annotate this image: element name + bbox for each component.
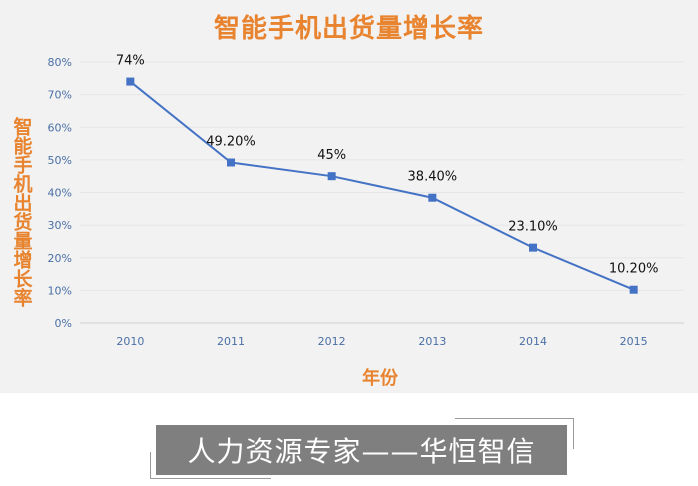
- y-tick-label: 30%: [48, 219, 72, 232]
- data-label: 38.40%: [408, 170, 458, 185]
- y-tick-label: 70%: [48, 89, 72, 102]
- y-tick-label: 60%: [48, 121, 72, 134]
- chart-title: 智能手机出货量增长率: [213, 14, 484, 44]
- banner: 人力资源专家——华恒智信: [156, 425, 567, 475]
- y-tick-label: 80%: [48, 56, 72, 69]
- data-label: 23.10%: [508, 220, 558, 235]
- y-tick-labels: 0% 10% 20% 30% 40% 50% 60% 70% 80%: [48, 56, 72, 330]
- data-point: [227, 158, 235, 167]
- data-label: 49.20%: [206, 134, 256, 149]
- y-tick-label: 0%: [55, 317, 72, 330]
- data-point: [529, 243, 537, 252]
- data-labels: 74% 49.20% 45% 38.40% 23.10% 10.20%: [116, 54, 659, 277]
- y-axis-title-wrap: 智能手机出货量增长率: [0, 112, 44, 312]
- data-label: 74%: [116, 54, 145, 69]
- x-axis-title: 年份: [362, 368, 398, 389]
- y-tick-label: 40%: [48, 187, 72, 200]
- series: [126, 77, 638, 294]
- gridlines: [80, 61, 684, 324]
- x-tick-label: 2015: [620, 335, 648, 348]
- y-tick-label: 20%: [48, 252, 72, 265]
- x-tick-label: 2014: [519, 335, 547, 348]
- x-tick-label: 2013: [418, 335, 446, 348]
- y-axis-title: 智能手机出货量增长率: [10, 117, 33, 307]
- series-line: [129, 80, 635, 291]
- x-tick-label: 2010: [116, 335, 144, 348]
- data-label: 45%: [317, 148, 346, 163]
- y-tick-label: 50%: [48, 154, 72, 167]
- data-point: [327, 172, 336, 181]
- data-point: [126, 77, 135, 86]
- x-tick-labels: 2010 2011 2012 2013 2014 2015: [116, 335, 647, 348]
- data-point: [629, 285, 638, 294]
- x-tick-label: 2012: [318, 335, 346, 348]
- banner-frame-top: [455, 418, 574, 449]
- line-chart: 0%10%20%30%40%50%60%70%80% 2010 2011 2012 2…: [48, 54, 684, 348]
- data-point: [428, 193, 437, 202]
- banner-frame-bottom: [150, 452, 271, 479]
- x-tick-label: 2011: [217, 335, 245, 348]
- chart-panel: [0, 0, 698, 393]
- y-tick-label: 10%: [48, 284, 72, 297]
- data-label: 10.20%: [609, 262, 659, 277]
